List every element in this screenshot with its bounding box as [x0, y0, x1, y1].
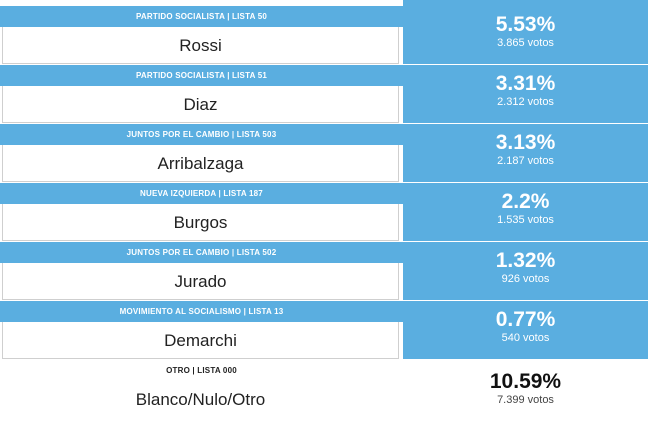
- candidate-name: Jurado: [2, 263, 399, 300]
- result-row-demarchi: MOVIMIENTO AL SOCIALISMO | LISTA 13 Dema…: [0, 301, 650, 360]
- result-box: 10.59% 7.399 votos: [403, 360, 648, 422]
- party-label: OTRO | LISTA 000: [0, 360, 403, 381]
- result-row-burgos: NUEVA IZQUIERDA | LISTA 187 Burgos 2.2% …: [0, 183, 650, 242]
- vote-count: 1.535 votos: [497, 214, 554, 226]
- vote-percent: 2.2%: [501, 190, 550, 213]
- vote-count: 2.187 votos: [497, 155, 554, 167]
- party-label: NUEVA IZQUIERDA | LISTA 187: [0, 183, 403, 204]
- party-label: PARTIDO SOCIALISTA | LISTA 50: [0, 6, 403, 27]
- candidate-name: Diaz: [2, 86, 399, 123]
- candidate-name: Blanco/Nulo/Otro: [2, 380, 399, 420]
- vote-percent: 3.13%: [495, 131, 556, 154]
- party-label: PARTIDO SOCIALISTA | LISTA 51: [0, 65, 403, 86]
- vote-count: 3.865 votos: [497, 37, 554, 49]
- vote-percent: 0.77%: [495, 308, 556, 331]
- vote-percent: 10.59%: [489, 370, 562, 393]
- vote-percent: 5.53%: [495, 13, 556, 36]
- top-accent-strip: [403, 0, 648, 6]
- result-box: 5.53% 3.865 votos: [403, 6, 648, 64]
- vote-percent: 1.32%: [495, 249, 556, 272]
- vote-count: 7.399 votos: [497, 394, 554, 406]
- candidate-name: Rossi: [2, 27, 399, 64]
- result-row-arribalzaga: JUNTOS POR EL CAMBIO | LISTA 503 Arribal…: [0, 124, 650, 183]
- result-box: 2.2% 1.535 votos: [403, 183, 648, 241]
- result-row-other: OTRO | LISTA 000 Blanco/Nulo/Otro 10.59%…: [0, 360, 650, 422]
- vote-count: 540 votos: [501, 332, 550, 344]
- result-row-jurado: JUNTOS POR EL CAMBIO | LISTA 502 Jurado …: [0, 242, 650, 301]
- vote-count: 926 votos: [501, 273, 550, 285]
- result-row-diaz: PARTIDO SOCIALISTA | LISTA 51 Diaz 3.31%…: [0, 65, 650, 124]
- result-box: 3.13% 2.187 votos: [403, 124, 648, 182]
- party-label: JUNTOS POR EL CAMBIO | LISTA 502: [0, 242, 403, 263]
- candidate-name: Demarchi: [2, 322, 399, 359]
- party-label: JUNTOS POR EL CAMBIO | LISTA 503: [0, 124, 403, 145]
- vote-count: 2.312 votos: [497, 96, 554, 108]
- vote-percent: 3.31%: [495, 72, 556, 95]
- candidate-name: Arribalzaga: [2, 145, 399, 182]
- result-box: 1.32% 926 votos: [403, 242, 648, 300]
- party-label: MOVIMIENTO AL SOCIALISMO | LISTA 13: [0, 301, 403, 322]
- candidate-name: Burgos: [2, 204, 399, 241]
- result-box: 3.31% 2.312 votos: [403, 65, 648, 123]
- result-row-rossi: PARTIDO SOCIALISTA | LISTA 50 Rossi 5.53…: [0, 6, 650, 65]
- result-box: 0.77% 540 votos: [403, 301, 648, 359]
